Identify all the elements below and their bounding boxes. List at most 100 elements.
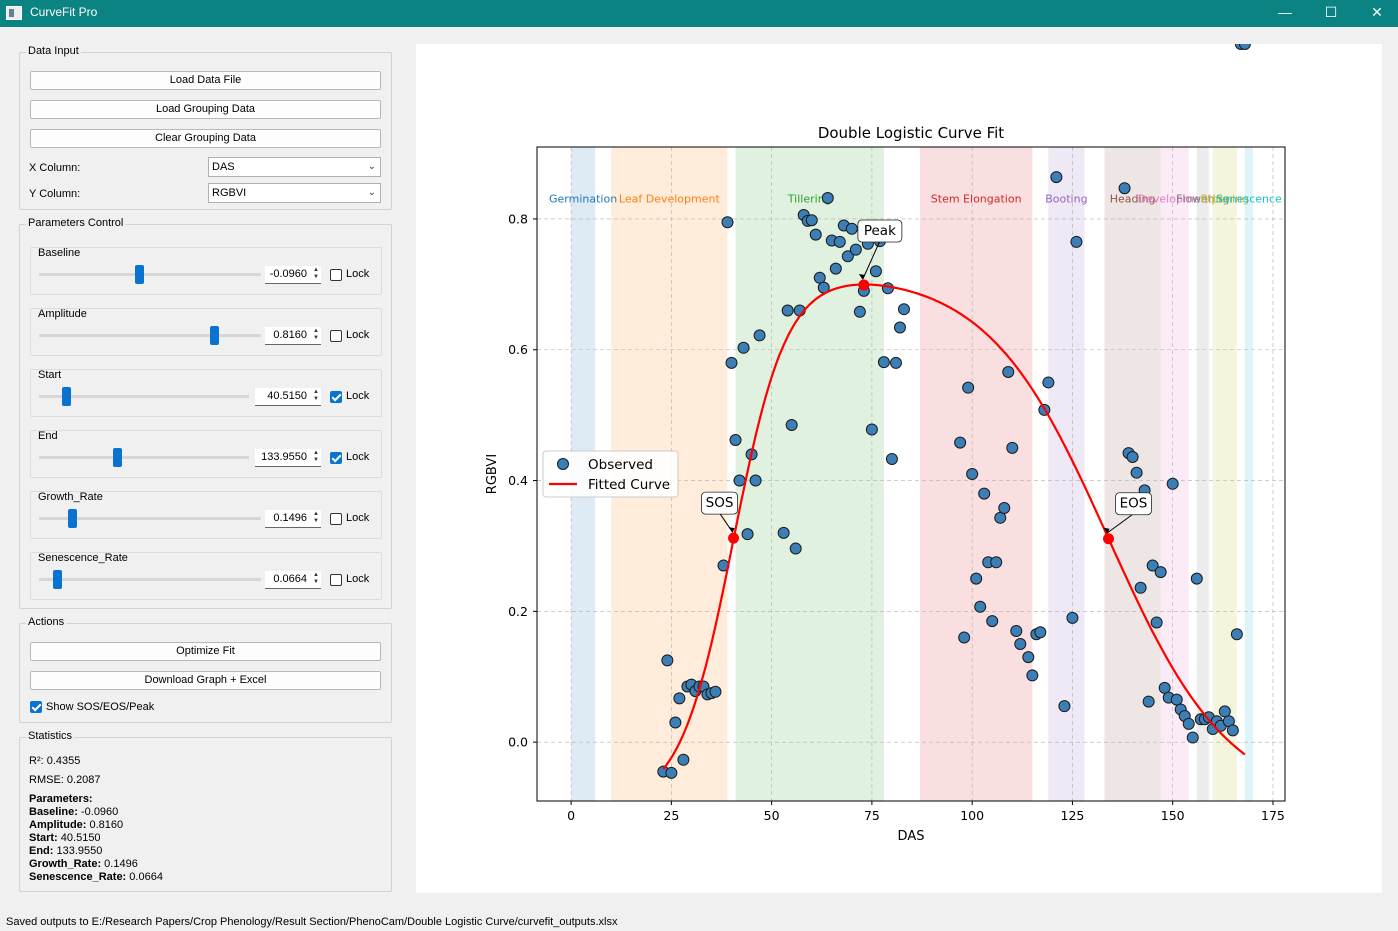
param-box-start: Start 40.5150 ▲ ▼ Lock [30, 369, 382, 417]
arrow-head-icon [1103, 527, 1110, 534]
param-slider-track[interactable] [39, 578, 261, 581]
observed-point [1002, 365, 1015, 378]
observed-point [1226, 724, 1239, 737]
param-slider-track[interactable] [39, 273, 261, 276]
y-column-value: RGBVI [212, 187, 247, 199]
param-slider-track[interactable] [39, 395, 249, 398]
lock-checkbox[interactable] [330, 269, 342, 281]
x-tick-label: 125 [1061, 808, 1085, 823]
window-title: CurveFit Pro [30, 5, 98, 19]
annotation-label: Peak [864, 223, 896, 239]
minimize-button[interactable]: — [1278, 4, 1292, 20]
title-bar: CurveFit Pro — ☐ ✕ [0, 0, 1398, 27]
clear-grouping-button[interactable]: Clear Grouping Data [30, 129, 381, 148]
arrow-head-icon [858, 273, 865, 280]
x-column-select[interactable]: DAS ⌄ [208, 157, 381, 177]
param-box-amplitude: Amplitude 0.8160 ▲ ▼ Lock [30, 308, 382, 356]
stage-label: Tillering [787, 193, 832, 206]
spin-arrows-icon[interactable]: ▲ ▼ [313, 389, 319, 402]
load-data-button[interactable]: Load Data File [30, 71, 381, 90]
param-slider-track[interactable] [39, 517, 261, 520]
maximize-button[interactable]: ☐ [1324, 4, 1338, 20]
x-column-label: X Column: [29, 162, 81, 174]
status-bar: Saved outputs to E:/Research Papers/Crop… [6, 916, 618, 928]
lock-label: Lock [346, 390, 370, 402]
param-slider-track[interactable] [39, 456, 249, 459]
observed-point [1186, 731, 1199, 744]
show-markers-checkbox[interactable] [30, 701, 42, 713]
param-spin-value: 0.8160 [273, 329, 307, 341]
observed-point [1126, 450, 1139, 463]
legend-curve-label: Fitted Curve [588, 477, 670, 493]
legend-box [542, 450, 679, 498]
observed-point [978, 487, 991, 500]
spin-arrows-icon[interactable]: ▲ ▼ [313, 328, 319, 341]
observed-point [970, 572, 983, 585]
spin-arrows-icon[interactable]: ▲ ▼ [313, 267, 319, 280]
load-grouping-button[interactable]: Load Grouping Data [30, 100, 381, 119]
param-spin-value: 40.5150 [267, 390, 307, 402]
param-slider-handle[interactable] [210, 326, 220, 345]
stat-key: Amplitude: [29, 819, 87, 831]
stat-key: Growth_Rate: [29, 858, 102, 870]
param-spinbox[interactable]: 0.1496 ▲ ▼ [265, 510, 321, 528]
lock-checkbox[interactable] [330, 391, 342, 403]
x-tick-label: 75 [864, 808, 880, 823]
plot-area: Germination Leaf Development Tillering Stem… [416, 38, 1382, 893]
observed-point [805, 214, 818, 227]
param-slider-handle[interactable] [112, 448, 122, 467]
stat-line: Baseline: -0.0960 [29, 806, 118, 818]
stat-line: End: 133.9550 [29, 845, 102, 857]
chart-title: Double Logistic Curve Fit [818, 124, 1004, 142]
spin-arrows-icon[interactable]: ▲ ▼ [313, 511, 319, 524]
observed-point [789, 542, 802, 555]
param-spinbox[interactable]: 133.9550 ▲ ▼ [255, 449, 321, 467]
param-slider-handle[interactable] [68, 509, 78, 528]
param-slider-handle[interactable] [62, 387, 72, 406]
param-slider-handle[interactable] [134, 265, 144, 284]
lock-checkbox[interactable] [330, 574, 342, 586]
observed-point [777, 526, 790, 539]
observed-point [729, 433, 742, 446]
spin-arrows-icon[interactable]: ▲ ▼ [313, 450, 319, 463]
y-tick-label: 0.2 [508, 604, 528, 619]
legend-observed-swatch [557, 458, 569, 470]
param-slider-handle[interactable] [52, 570, 62, 589]
x-axis-label: DAS [898, 829, 925, 844]
optimize-fit-button[interactable]: Optimize Fit [30, 642, 381, 661]
observed-point [869, 265, 882, 278]
observed-point [1022, 651, 1035, 664]
stat-key: Baseline: [29, 806, 78, 818]
x-tick-label: 100 [960, 808, 984, 823]
observed-point [1142, 695, 1155, 708]
observed-point [986, 615, 999, 628]
param-spin-value: -0.0960 [269, 268, 307, 280]
lock-checkbox[interactable] [330, 452, 342, 464]
lock-checkbox[interactable] [330, 513, 342, 525]
lock-checkbox[interactable] [330, 330, 342, 342]
param-spinbox[interactable]: 40.5150 ▲ ▼ [255, 388, 321, 406]
stat-key: Start: [29, 832, 58, 844]
param-slider-track[interactable] [39, 334, 261, 337]
chevron-down-icon: ⌄ [367, 161, 376, 172]
observed-point [1190, 572, 1203, 585]
spin-arrows-icon[interactable]: ▲ ▼ [313, 572, 319, 585]
observed-point [1058, 700, 1071, 713]
param-spinbox[interactable]: 0.8160 ▲ ▼ [265, 327, 321, 345]
stage-label: Heading [1110, 193, 1156, 206]
observed-point [725, 356, 738, 369]
y-column-select[interactable]: RGBVI ⌄ [208, 183, 381, 203]
param-spinbox[interactable]: 0.0664 ▲ ▼ [265, 571, 321, 589]
observed-point [954, 436, 967, 449]
stat-line: Senescence_Rate: 0.0664 [29, 871, 163, 883]
observed-point [721, 216, 734, 229]
param-box-growth-rate: Growth_Rate 0.1496 ▲ ▼ Lock [30, 491, 382, 539]
stage-band [1196, 147, 1209, 801]
download-button[interactable]: Download Graph + Excel [30, 671, 381, 690]
stat-value: 40.5150 [57, 832, 101, 844]
stage-label: Leaf Development [619, 193, 721, 206]
arrow-head-icon [728, 527, 735, 534]
param-spinbox[interactable]: -0.0960 ▲ ▼ [265, 266, 321, 284]
close-button[interactable]: ✕ [1371, 4, 1383, 20]
stat-value: 0.8160 [86, 819, 124, 831]
